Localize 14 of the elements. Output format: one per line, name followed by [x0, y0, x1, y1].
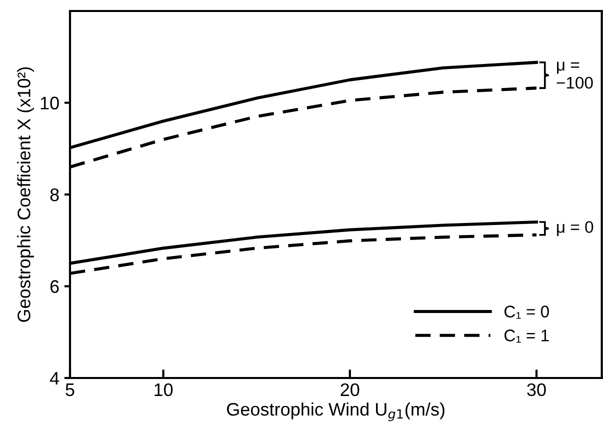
x-tick-label: 30	[527, 383, 546, 396]
x-tick-label: 5	[66, 384, 74, 396]
y-tick-label: 6	[50, 280, 59, 293]
y-axis-title: Geostrophic Coefficient X (x10²)	[17, 67, 34, 322]
legend-label: C₁ = 0	[504, 306, 549, 319]
annotation: μ = −100	[556, 62, 593, 89]
y-tick-label: 4	[50, 372, 60, 385]
legend-label: C₁ = 1	[504, 330, 549, 343]
y-tick-label: 10	[40, 96, 59, 110]
x-tick-label: 10	[154, 383, 173, 396]
annotation: μ = 0	[557, 221, 594, 236]
x-tick-label: 20	[340, 383, 360, 396]
y-tick-label: 8	[50, 188, 59, 202]
x-axis-title: Geostrophic Wind U$_{g1}$(m/s)	[227, 402, 444, 422]
